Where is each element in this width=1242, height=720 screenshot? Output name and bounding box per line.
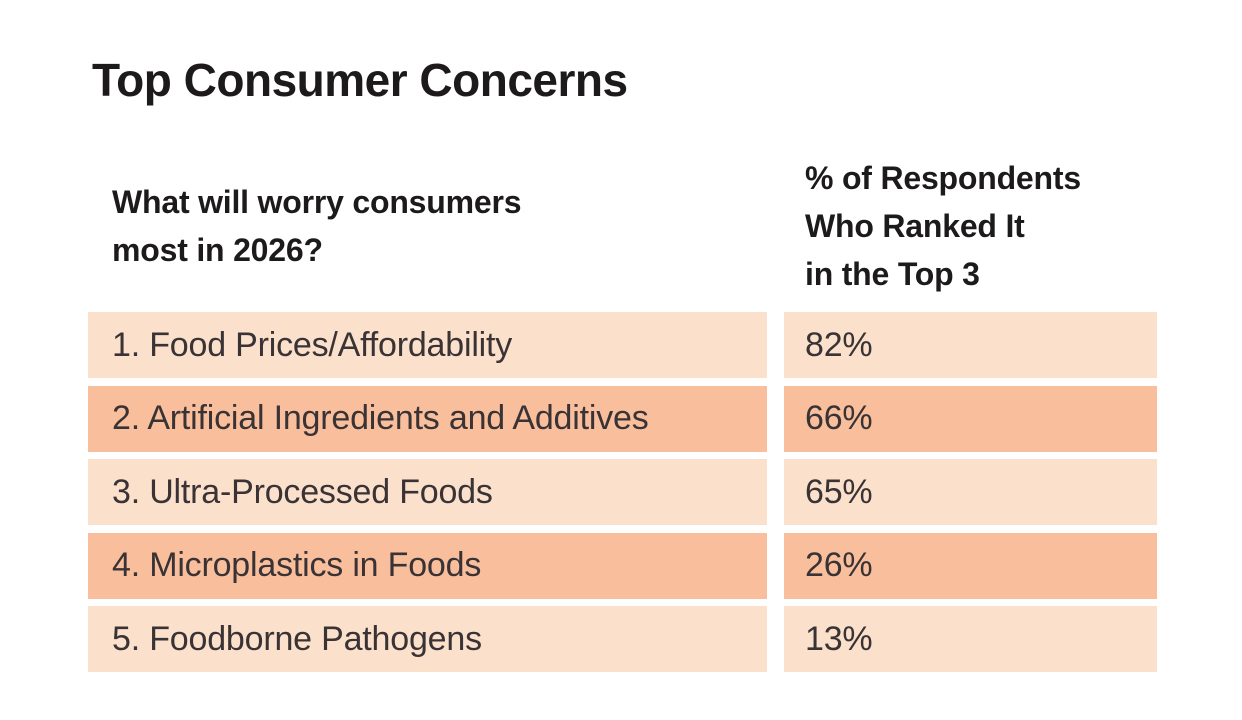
concern-cell: 3. Ultra-Processed Foods — [88, 459, 767, 525]
percent-cell: 65% — [784, 459, 1157, 525]
concern-cell: 1. Food Prices/Affordability — [88, 312, 767, 378]
table-row: 4. Microplastics in Foods 26% — [88, 532, 1157, 599]
column-header-respondent-percent: % of Respondents Who Ranked It in the To… — [805, 160, 1081, 292]
concern-cell: 4. Microplastics in Foods — [88, 532, 767, 599]
percent-cell: 82% — [784, 312, 1157, 378]
table-row: 2. Artificial Ingredients and Additives … — [88, 385, 1157, 452]
table-row: 5. Foodborne Pathogens 13% — [88, 606, 1157, 672]
page-title: Top Consumer Concerns — [92, 54, 628, 106]
concern-cell: 5. Foodborne Pathogens — [88, 606, 767, 672]
percent-cell: 13% — [784, 606, 1157, 672]
column-header-concern-question: What will worry consumers most in 2026? — [112, 184, 522, 268]
percent-cell: 66% — [784, 385, 1157, 452]
concern-cell: 2. Artificial Ingredients and Additives — [88, 385, 767, 452]
percent-cell: 26% — [784, 532, 1157, 599]
concerns-table: 1. Food Prices/Affordability 82% 2. Arti… — [88, 312, 1157, 672]
table-row: 3. Ultra-Processed Foods 65% — [88, 459, 1157, 525]
table-row: 1. Food Prices/Affordability 82% — [88, 312, 1157, 378]
